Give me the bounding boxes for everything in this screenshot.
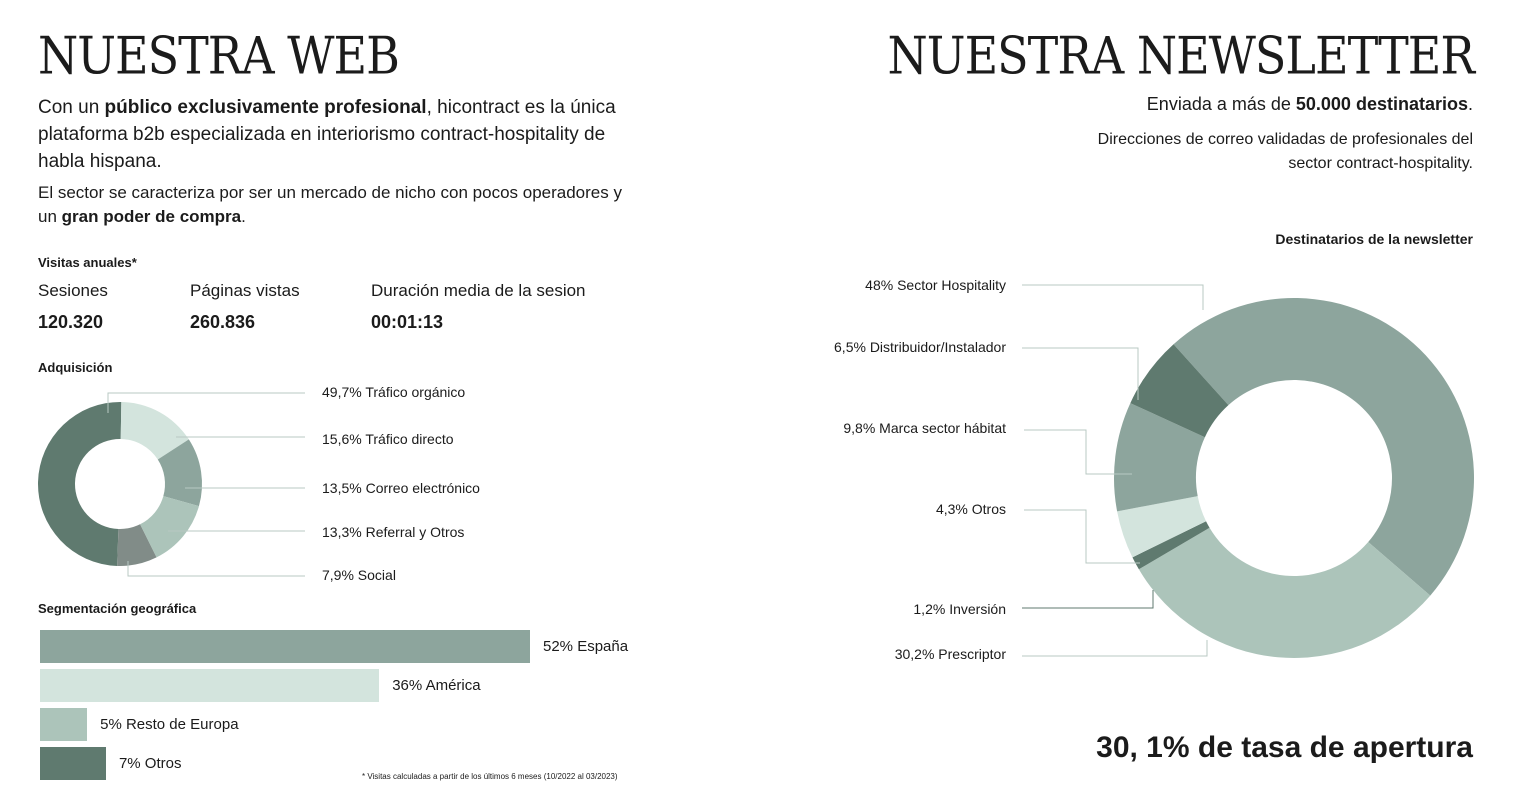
newsletter-validated: Direcciones de correo validadas de profe… — [1097, 131, 1473, 172]
nl-label-prescriptor: 30,2% Prescriptor — [894, 646, 1006, 662]
acq-slice-3 — [140, 496, 199, 558]
stat-sessions-value: 120.320 — [38, 312, 104, 332]
acq-label-referral: 13,3% Referral y Otros — [322, 524, 465, 540]
acq-leader-social — [127, 561, 305, 577]
nl-slice-5 — [1130, 344, 1229, 438]
nl-slice-2 — [1132, 521, 1210, 570]
nl-leader-marca — [1024, 429, 1132, 475]
nl-leader-distribuidor — [1022, 347, 1139, 400]
web-intro-part: , hicontract es la única plataforma b2b … — [38, 97, 616, 172]
web-sector-part: . — [241, 207, 246, 226]
nl-slice-1 — [1138, 527, 1431, 658]
nl-label-distribuidor: 6,5% Distribuidor/Instalador — [834, 339, 1006, 355]
stat-pageviews-value: 260.836 — [190, 312, 256, 332]
web-intro-part: Con un — [38, 97, 105, 118]
nl-leader-prescriptor — [1022, 640, 1208, 657]
web-sector-text: El sector se caracteriza por ser un merc… — [38, 181, 638, 229]
visits-heading: Visitas anuales* — [38, 255, 137, 270]
acq-slice-0 — [37, 401, 122, 566]
acquisition-heading: Adquisición — [38, 360, 113, 375]
geo-bar-label-1: 36% América — [392, 677, 481, 694]
newsletter-sent: Enviada a más de 50.000 destinatarios. — [1147, 94, 1473, 115]
acq-label-direct: 15,6% Tráfico directo — [322, 431, 454, 447]
web-intro: Con un público exclusivamente profesiona… — [38, 94, 638, 175]
stat-sessions-label: Sesiones — [38, 281, 108, 300]
nl-leader-inversion — [1022, 590, 1154, 609]
newsletter-sent-part: . — [1467, 94, 1473, 114]
geo-bar-label-3: 7% Otros — [118, 755, 182, 772]
newsletter-sent-part: Enviada a más de — [1146, 94, 1296, 114]
newsletter-chart-title: Destinatarios de la newsletter — [1275, 231, 1473, 247]
acq-label-organic: 49,7% Tráfico orgánico — [322, 384, 466, 400]
nl-slice-0 — [1173, 297, 1474, 596]
geo-bar-0 — [40, 630, 530, 663]
nl-label-otros: 4,3% Otros — [935, 501, 1006, 517]
acq-slice-1 — [120, 402, 189, 460]
acq-label-social: 7,9% Social — [322, 567, 396, 583]
newsletter-title: NUESTRA NEWSLETTER — [887, 25, 1475, 86]
geo-bar-3 — [40, 747, 106, 780]
web-sector-part: El sector se caracteriza por ser un merc… — [38, 183, 622, 226]
footnote: * Visitas calculadas a partir de los últ… — [362, 772, 618, 781]
web-sector-highlight: gran poder de compra — [61, 207, 242, 226]
geo-bar-label-2: 5% Resto de Europa — [100, 716, 239, 733]
nl-slice-4 — [1114, 403, 1205, 512]
nl-slice-3 — [1117, 496, 1207, 558]
acq-slice-4 — [117, 524, 157, 566]
stat-pageviews-label: Páginas vistas — [190, 281, 300, 300]
nl-label-marca: 9,8% Marca sector hábitat — [843, 420, 1006, 436]
web-title: NUESTRA WEB — [38, 25, 400, 86]
geo-bar-1 — [40, 669, 380, 702]
acq-label-email: 13,5% Correo electrónico — [322, 480, 480, 496]
stat-duration-label: Duración media de la sesion — [371, 281, 586, 300]
nl-leader-otros — [1024, 509, 1140, 564]
geo-bar-label-0: 52% España — [543, 638, 629, 655]
geo-heading: Segmentación geográfica — [38, 601, 197, 616]
geo-bar-2 — [40, 708, 88, 741]
newsletter-sent-highlight: 50.000 destinatarios — [1295, 94, 1468, 114]
stat-duration-value: 00:01:13 — [371, 312, 444, 332]
web-intro-highlight: público exclusivamente profesional — [104, 97, 427, 118]
acq-leader-organic — [107, 392, 305, 413]
nl-leader-hospitality — [1022, 284, 1204, 310]
nl-label-hospitality: 48% Sector Hospitality — [865, 277, 1006, 293]
nl-label-inversion: 1,2% Inversión — [913, 601, 1006, 617]
open-rate: 30, 1% de tasa de apertura — [1096, 731, 1473, 764]
acq-slice-2 — [157, 439, 202, 507]
